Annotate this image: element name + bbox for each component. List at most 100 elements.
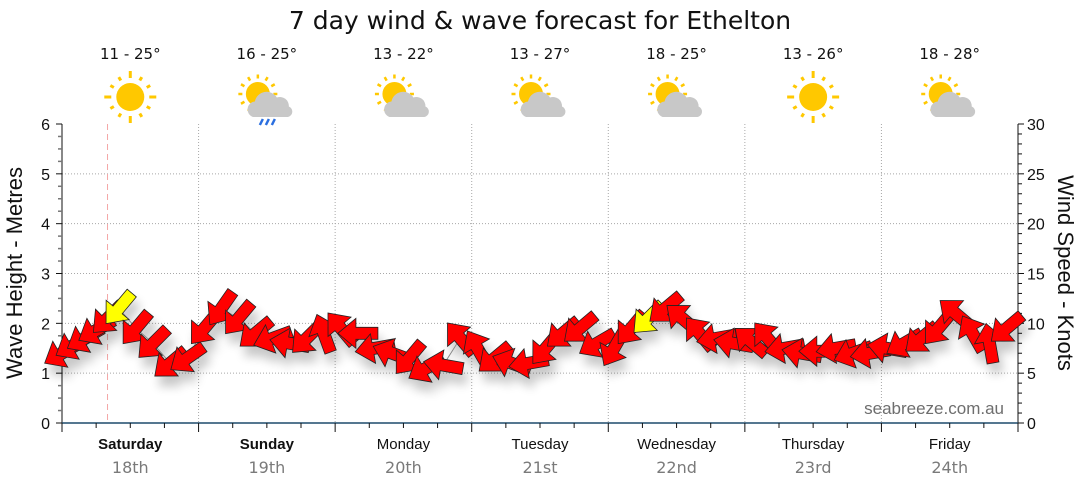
cloud-shape	[520, 91, 566, 117]
sun-ray	[109, 84, 115, 89]
axes	[61, 124, 1019, 432]
sun-ray	[800, 112, 805, 118]
day-date-label: 20th	[385, 458, 422, 477]
day-name-label: Friday	[929, 436, 971, 453]
sun-ray	[792, 84, 798, 89]
sun-ray	[138, 112, 144, 118]
cloud-shape	[247, 91, 293, 117]
wind-arrow	[564, 310, 600, 342]
right-tick-label: 5	[1027, 366, 1036, 383]
right-tick-label: 20	[1027, 217, 1045, 234]
sun-ray	[674, 76, 679, 82]
sun-ray	[513, 100, 519, 105]
sun-ray	[792, 105, 798, 110]
sun-ray	[923, 83, 928, 88]
left-tick-label: 0	[41, 416, 50, 433]
left-tick-label: 3	[41, 267, 50, 284]
sun-ray	[513, 83, 519, 88]
rain-drop	[258, 118, 264, 126]
day-labels: Saturday 18th Sunday 19th Monday 20th Tuesday 2…	[98, 436, 971, 477]
sun-ray	[401, 76, 406, 82]
partly-cloudy-rain-icon	[238, 74, 293, 126]
day-temperature-range: 16 - 25°	[237, 45, 298, 63]
sun-ray	[407, 83, 412, 88]
sun-ray	[109, 105, 115, 110]
sun-ray	[828, 84, 834, 89]
cloud-shape	[930, 91, 976, 117]
chart-title: 7 day wind & wave forecast for Ethelton	[289, 6, 791, 35]
partly-cloudy-icon	[374, 74, 429, 117]
sun-ray	[953, 83, 959, 88]
right-axis-ticks: 0 5 10 15 20 25 30	[1018, 117, 1045, 433]
sun-disc	[799, 83, 828, 111]
sun-ray	[680, 83, 686, 88]
wind-arrow	[138, 324, 172, 358]
sun-ray	[543, 83, 549, 88]
sun-ray	[821, 76, 826, 82]
day-temperature-range: 13 - 27°	[510, 45, 571, 63]
wind-arrow	[422, 349, 465, 381]
sun-ray	[138, 76, 144, 82]
left-axis-ticks: 0 1 2 3 4 5 6	[41, 117, 62, 433]
left-tick-label: 1	[41, 366, 50, 383]
sun-ray	[650, 100, 655, 105]
sun-ray	[923, 100, 928, 105]
day-temperature-range: 13 - 26°	[783, 45, 844, 63]
sun-ray	[117, 112, 123, 118]
left-tick-label: 6	[41, 117, 50, 134]
wind-arrow-highlight	[105, 288, 137, 325]
wind-arrow	[170, 341, 208, 373]
sun-ray	[117, 76, 123, 82]
partly-cloudy-icon	[921, 74, 976, 117]
sun-ray	[376, 83, 382, 88]
left-axis-title: Wave Height - Metres	[2, 167, 27, 379]
sun-ray	[376, 100, 382, 105]
day-name-label: Saturday	[98, 436, 163, 453]
day-name-label: Thursday	[782, 436, 845, 453]
right-tick-label: 30	[1027, 117, 1045, 134]
right-tick-label: 10	[1027, 316, 1045, 333]
rain-drop	[264, 118, 270, 126]
day-date-label: 19th	[248, 458, 285, 477]
day-date-label: 18th	[112, 458, 149, 477]
wind-arrow	[990, 310, 1027, 342]
left-tick-label: 4	[41, 217, 50, 234]
weather-icons	[104, 71, 976, 126]
day-name-label: Monday	[377, 436, 431, 453]
sun-ray	[240, 100, 246, 105]
wind-arrow	[225, 298, 257, 335]
sun-ray	[145, 105, 151, 110]
partly-cloudy-icon	[648, 74, 703, 117]
day-name-label: Wednesday	[637, 436, 716, 453]
sun-ray	[537, 76, 542, 82]
right-axis-title: Wind Speed - Knots	[1053, 175, 1078, 371]
sun-ray	[656, 76, 661, 82]
sun-ray	[520, 76, 525, 82]
sun-disc	[116, 83, 145, 111]
sun-ray	[145, 84, 151, 89]
sun-ray	[247, 76, 252, 82]
sun-ray	[650, 83, 655, 88]
wind-arrow	[579, 327, 618, 358]
grid-lines	[62, 124, 1018, 423]
wind-arrows	[44, 288, 1027, 383]
wind-arrow	[337, 317, 379, 350]
wind-arrow	[122, 308, 154, 345]
day-temperature-range: 18 - 25°	[646, 45, 707, 63]
day-name-label: Sunday	[240, 436, 295, 453]
sun-ray	[828, 105, 834, 110]
sun-ray	[947, 76, 952, 82]
daily-temperatures: 11 - 25° 16 - 25° 13 - 22° 13 - 27° 18 - 25°…	[100, 45, 980, 63]
right-tick-label: 0	[1027, 416, 1036, 433]
sun-ray	[821, 112, 826, 118]
cloud-shape	[657, 91, 703, 117]
right-tick-label: 15	[1027, 267, 1045, 284]
left-tick-label: 2	[41, 316, 50, 333]
day-date-label: 23rd	[795, 458, 832, 477]
sunny-icon	[104, 71, 157, 123]
right-tick-label: 25	[1027, 167, 1045, 184]
day-date-label: 22nd	[656, 458, 697, 477]
rain-drop	[270, 118, 276, 126]
partly-cloudy-icon	[511, 74, 566, 117]
